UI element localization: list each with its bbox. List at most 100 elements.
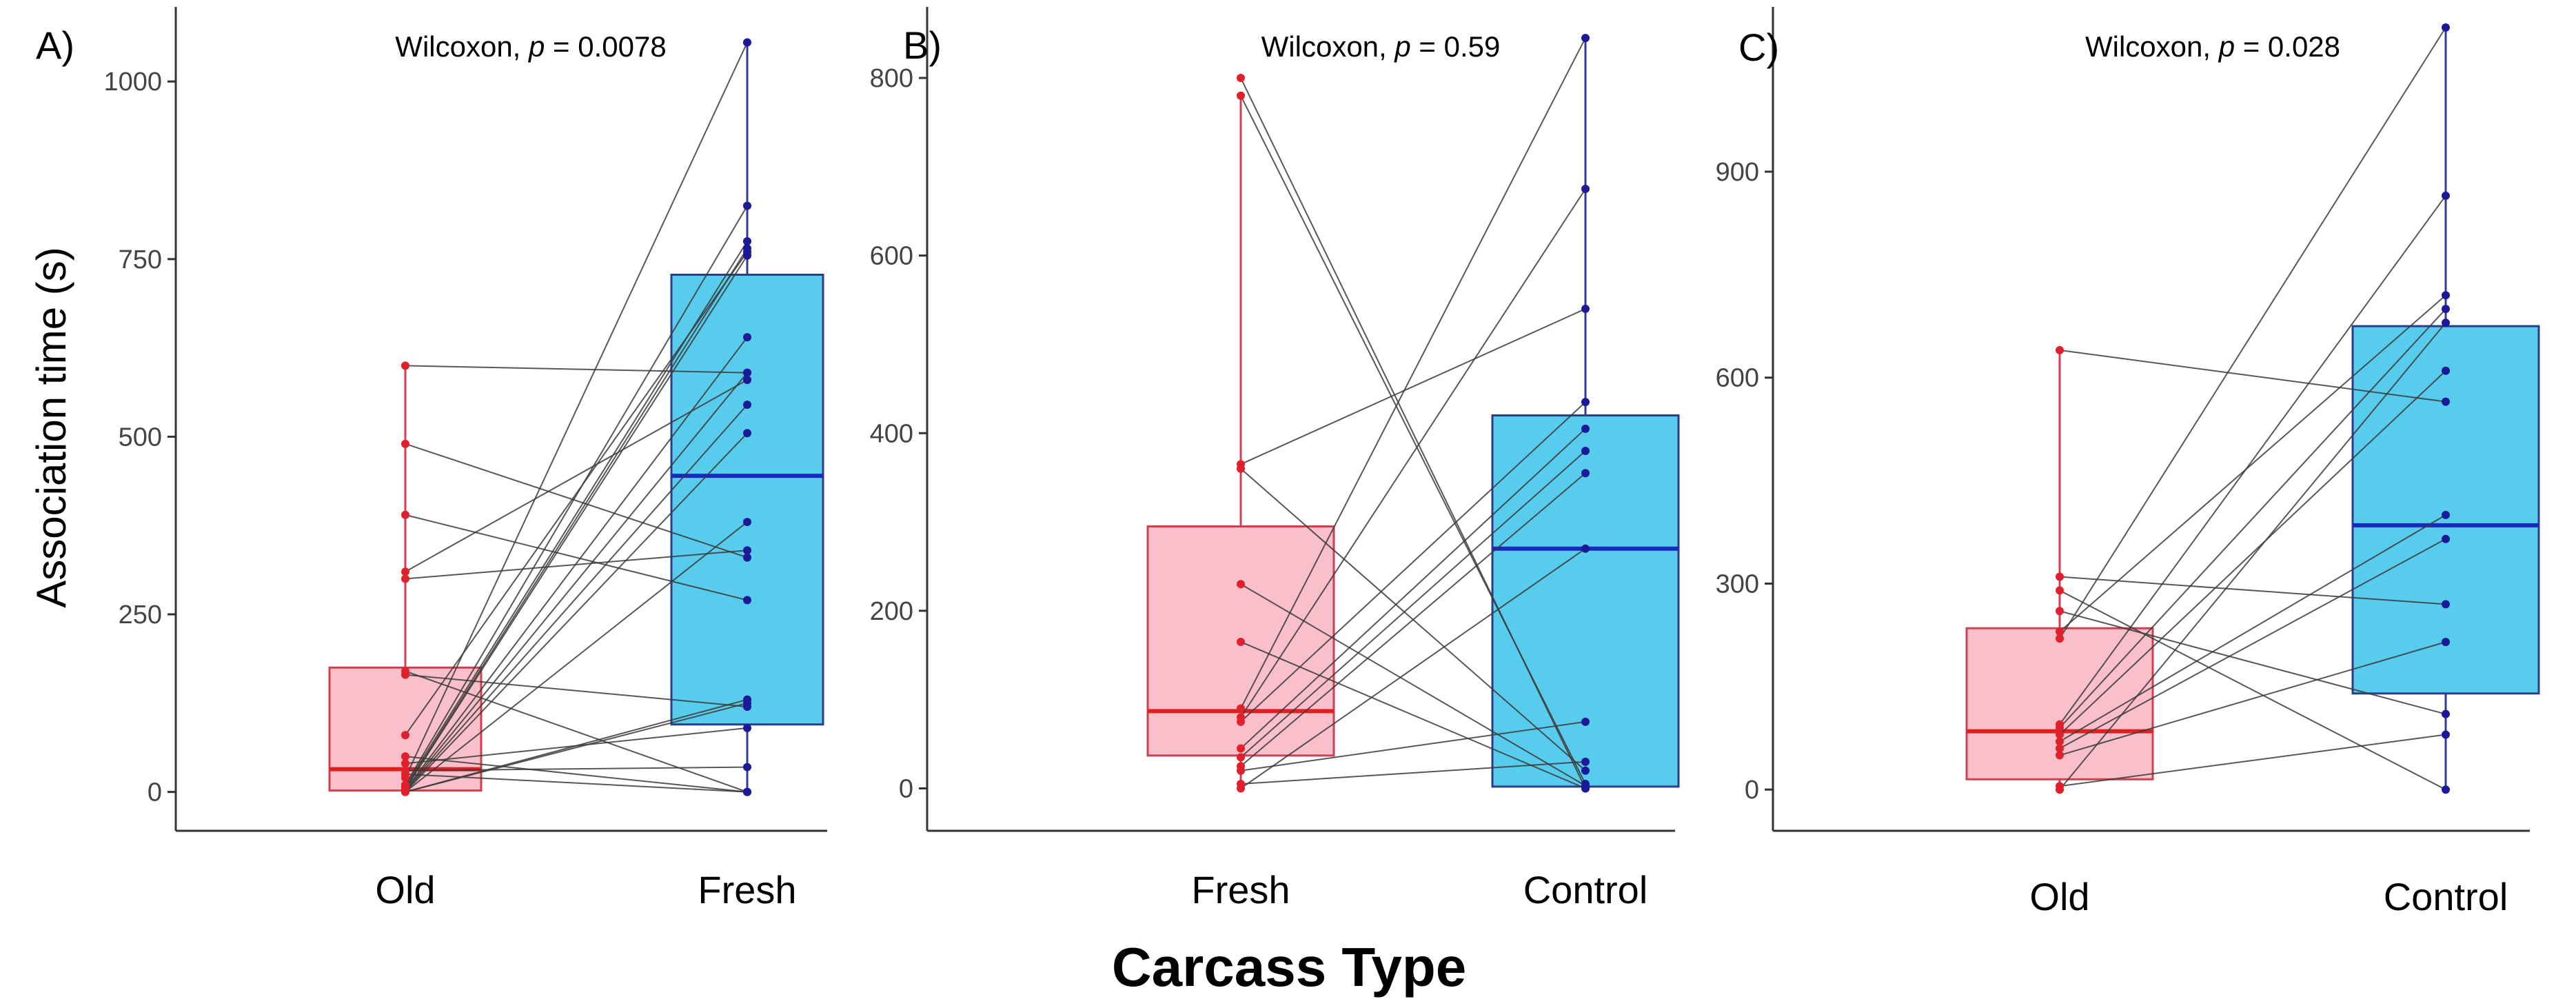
panels: 0 250 500 750 1000 Old Fresh A) Wilcoxon, p = 0.… <box>36 7 2540 918</box>
data-point <box>1581 717 1590 726</box>
pair-line <box>405 42 748 778</box>
pair-line <box>405 432 748 793</box>
pair-line <box>2059 294 2446 632</box>
pair-line <box>2059 27 2446 639</box>
data-point <box>743 251 751 260</box>
data-point <box>743 518 751 527</box>
data-point <box>1581 424 1590 433</box>
data-point <box>743 38 751 47</box>
data-point <box>1581 766 1590 775</box>
y-tick-label: 1000 <box>103 68 162 97</box>
data-point <box>2442 709 2450 718</box>
pair-line <box>2059 641 2446 756</box>
data-point <box>2442 191 2450 200</box>
data-point <box>401 567 409 576</box>
data-point <box>743 375 751 384</box>
data-point <box>743 596 751 605</box>
x-category-label: Old <box>375 868 435 911</box>
data-point <box>743 368 751 377</box>
data-point <box>2056 744 2064 753</box>
pair-line <box>2059 370 2446 736</box>
data-point <box>2442 638 2450 647</box>
data-point <box>743 401 751 410</box>
y-tick-label: 600 <box>870 242 913 271</box>
data-point <box>401 752 409 761</box>
data-point <box>743 553 751 562</box>
pair-line <box>2059 734 2446 787</box>
data-point <box>1237 91 1245 100</box>
pair-line <box>405 521 748 793</box>
stat-annotation: Wilcoxon, p = 0.59 <box>1261 30 1501 63</box>
data-point <box>743 244 751 253</box>
data-point <box>2442 397 2450 406</box>
pair-line <box>405 443 748 558</box>
data-point <box>1581 34 1590 43</box>
data-point <box>1581 544 1590 553</box>
data-point <box>401 510 409 519</box>
data-point <box>1237 637 1245 646</box>
stat-annotation: Wilcoxon, p = 0.028 <box>2085 30 2340 63</box>
data-point <box>2442 730 2450 739</box>
x-category-label: Control <box>2384 875 2508 918</box>
data-point <box>401 439 409 448</box>
x-category-label: Control <box>1523 868 1648 911</box>
data-point <box>2442 305 2450 314</box>
data-point <box>2442 319 2450 327</box>
data-point <box>1237 704 1245 713</box>
pair-line <box>405 372 748 792</box>
pair-line <box>2059 589 2446 791</box>
data-point <box>1581 185 1590 194</box>
y-tick-label: 0 <box>899 774 913 803</box>
y-tick-label: 900 <box>1716 158 1759 187</box>
data-point <box>743 429 751 438</box>
pair-line <box>1240 188 1586 718</box>
data-point <box>1581 447 1590 456</box>
y-tick-label: 800 <box>870 64 913 93</box>
data-point <box>2056 607 2064 616</box>
panel-label: B) <box>903 23 942 67</box>
pair-line <box>405 674 748 707</box>
data-point <box>1237 744 1245 753</box>
y-tick-label: 200 <box>870 597 913 626</box>
pair-line <box>2059 349 2446 403</box>
x-category-label: Fresh <box>698 868 796 911</box>
data-point <box>1581 784 1590 793</box>
pair-line <box>2059 610 2446 715</box>
y-tick-label: 300 <box>1716 569 1759 598</box>
data-point <box>2442 291 2450 300</box>
data-point <box>2056 737 2064 746</box>
pair-line <box>405 241 748 787</box>
data-point <box>1581 398 1590 407</box>
pair-line <box>405 514 748 601</box>
panel-label: A) <box>36 23 74 67</box>
data-point <box>1237 717 1245 726</box>
pair-line <box>405 702 748 793</box>
pair-line <box>2059 195 2446 725</box>
pair-line <box>1240 308 1586 465</box>
data-point <box>2056 572 2064 581</box>
y-tick-label: 0 <box>1745 776 1759 805</box>
box-control <box>2351 325 2540 695</box>
data-point <box>743 546 751 555</box>
pair-line <box>1240 450 1586 758</box>
panel-c: 0 300 600 900 Old Control C) Wilcoxon, p = 0.02… <box>1716 7 2540 918</box>
data-point <box>743 723 751 732</box>
data-point <box>1581 757 1590 766</box>
y-tick-label: 0 <box>148 778 162 807</box>
data-point <box>2056 345 2064 354</box>
data-point <box>2056 751 2064 760</box>
pair-line <box>1240 37 1586 709</box>
data-point <box>2442 600 2450 609</box>
pair-line <box>1240 720 1586 772</box>
data-point <box>743 201 751 210</box>
pair-line <box>1240 77 1586 789</box>
data-point <box>743 698 751 707</box>
pair-line <box>1240 641 1586 789</box>
data-point <box>401 670 409 679</box>
pair-line <box>2059 322 2446 790</box>
data-point <box>2056 586 2064 595</box>
data-point <box>1237 74 1245 83</box>
pair-line <box>1240 583 1586 787</box>
data-point <box>2056 634 2064 643</box>
